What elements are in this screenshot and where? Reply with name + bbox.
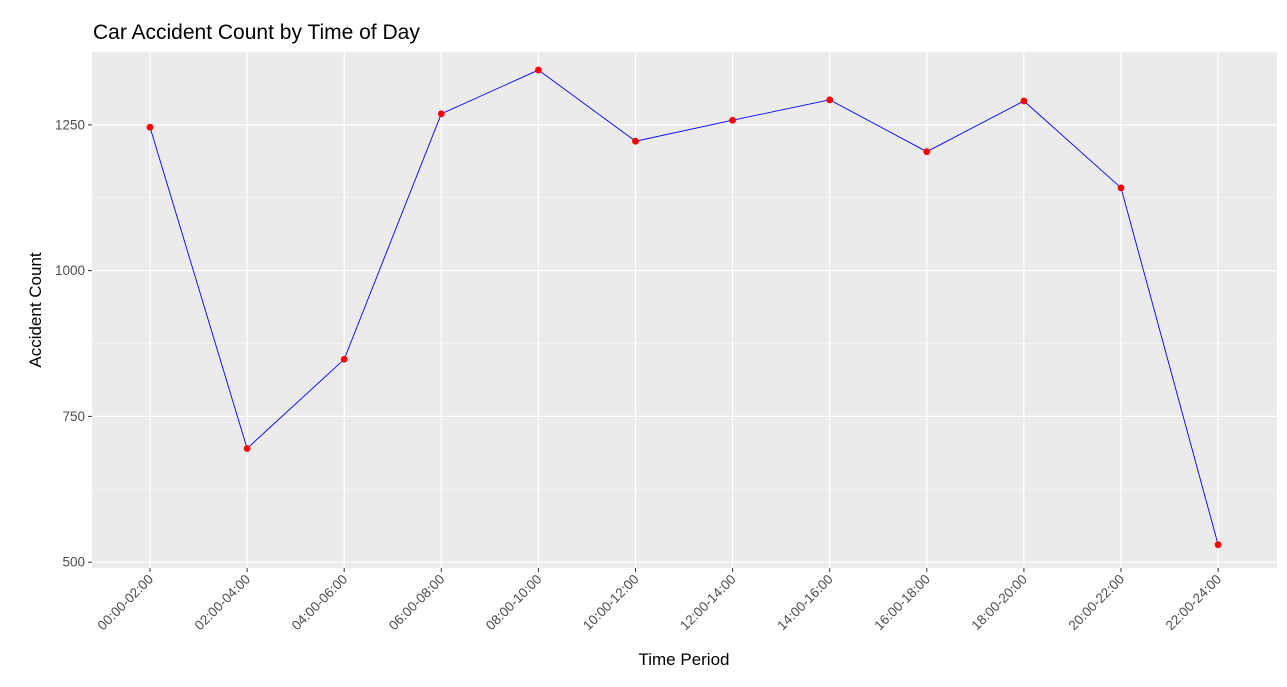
x-tick-label: 18:00-20:00 bbox=[968, 572, 1030, 634]
data-point bbox=[243, 445, 251, 452]
data-point bbox=[1117, 184, 1125, 192]
x-tick-label: 14:00-16:00 bbox=[774, 572, 836, 634]
y-tick-label: 1000 bbox=[55, 263, 85, 278]
x-tick-label: 16:00-18:00 bbox=[871, 572, 933, 634]
data-point bbox=[146, 123, 154, 131]
y-tick-label: 750 bbox=[62, 409, 85, 424]
y-tick-label: 1250 bbox=[55, 117, 85, 132]
minor-gridlines bbox=[92, 51, 1277, 490]
data-point bbox=[729, 116, 736, 124]
data-point bbox=[826, 96, 834, 104]
chart-title: Car Accident Count by Time of Day bbox=[93, 21, 420, 44]
data-point bbox=[340, 355, 348, 363]
data-point bbox=[437, 110, 445, 118]
series-line bbox=[149, 69, 1219, 545]
x-tick-label: 00:00-02:00 bbox=[95, 572, 157, 634]
x-tick-label: 02:00-04:00 bbox=[192, 572, 254, 634]
x-tick-label: 04:00-06:00 bbox=[289, 572, 351, 634]
x-tick-label: 20:00-22:00 bbox=[1066, 572, 1128, 634]
data-point bbox=[1020, 97, 1028, 105]
major-gridlines bbox=[92, 52, 1277, 568]
data-point bbox=[923, 148, 931, 156]
x-axis-title: Time Period bbox=[638, 650, 729, 669]
x-tick-label: 08:00-10:00 bbox=[483, 572, 545, 634]
x-tick-label: 06:00-08:00 bbox=[386, 572, 448, 634]
x-tick-label: 10:00-12:00 bbox=[580, 572, 642, 634]
data-point bbox=[535, 66, 542, 74]
x-tick-label: 22:00-24:00 bbox=[1163, 572, 1225, 634]
y-axis: 500 750 1000 1250 bbox=[55, 117, 92, 570]
y-tick-label: 500 bbox=[62, 555, 85, 570]
x-axis: 00:00-02:00 02:00-04:00 04:00-06:00 06:00-0… bbox=[95, 568, 1225, 634]
y-axis-title: Accident Count bbox=[26, 252, 45, 368]
x-tick-label: 12:00-14:00 bbox=[677, 572, 739, 634]
data-points bbox=[146, 66, 1222, 549]
data-point bbox=[1214, 541, 1222, 549]
plot-panel bbox=[92, 52, 1277, 568]
data-point bbox=[632, 137, 639, 145]
